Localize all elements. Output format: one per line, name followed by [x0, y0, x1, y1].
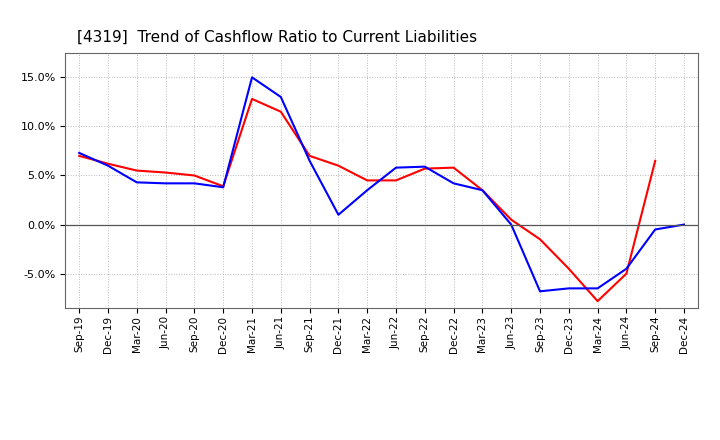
- Free CF to Current Liabilities: [449, 181, 458, 186]
- Operating CF to Current Liabilities: [363, 178, 372, 183]
- Operating CF to Current Liabilities: [449, 165, 458, 170]
- Operating CF to Current Liabilities: [564, 266, 573, 271]
- Free CF to Current Liabilities: [622, 266, 631, 271]
- Free CF to Current Liabilities: [276, 94, 285, 99]
- Line: Operating CF to Current Liabilities: Operating CF to Current Liabilities: [79, 99, 655, 301]
- Free CF to Current Liabilities: [420, 164, 429, 169]
- Operating CF to Current Liabilities: [190, 173, 199, 178]
- Operating CF to Current Liabilities: [622, 271, 631, 276]
- Line: Free CF to Current Liabilities: Free CF to Current Liabilities: [79, 77, 684, 291]
- Free CF to Current Liabilities: [651, 227, 660, 232]
- Operating CF to Current Liabilities: [507, 217, 516, 222]
- Free CF to Current Liabilities: [75, 150, 84, 156]
- Free CF to Current Liabilities: [478, 187, 487, 193]
- Free CF to Current Liabilities: [104, 163, 112, 169]
- Free CF to Current Liabilities: [536, 289, 544, 294]
- Operating CF to Current Liabilities: [104, 161, 112, 166]
- Operating CF to Current Liabilities: [132, 168, 141, 173]
- Text: [4319]  Trend of Cashflow Ratio to Current Liabilities: [4319] Trend of Cashflow Ratio to Curren…: [78, 29, 477, 45]
- Free CF to Current Liabilities: [564, 286, 573, 291]
- Operating CF to Current Liabilities: [75, 153, 84, 158]
- Operating CF to Current Liabilities: [276, 109, 285, 114]
- Free CF to Current Liabilities: [248, 75, 256, 80]
- Operating CF to Current Liabilities: [420, 166, 429, 171]
- Free CF to Current Liabilities: [392, 165, 400, 170]
- Free CF to Current Liabilities: [334, 212, 343, 217]
- Operating CF to Current Liabilities: [334, 163, 343, 169]
- Free CF to Current Liabilities: [132, 180, 141, 185]
- Free CF to Current Liabilities: [680, 222, 688, 227]
- Operating CF to Current Liabilities: [536, 237, 544, 242]
- Operating CF to Current Liabilities: [161, 170, 170, 175]
- Operating CF to Current Liabilities: [478, 187, 487, 193]
- Free CF to Current Liabilities: [219, 185, 228, 190]
- Operating CF to Current Liabilities: [248, 96, 256, 102]
- Free CF to Current Liabilities: [190, 181, 199, 186]
- Free CF to Current Liabilities: [507, 222, 516, 227]
- Operating CF to Current Liabilities: [219, 183, 228, 189]
- Operating CF to Current Liabilities: [593, 298, 602, 304]
- Free CF to Current Liabilities: [161, 181, 170, 186]
- Free CF to Current Liabilities: [305, 158, 314, 163]
- Free CF to Current Liabilities: [363, 187, 372, 193]
- Operating CF to Current Liabilities: [392, 178, 400, 183]
- Operating CF to Current Liabilities: [651, 158, 660, 163]
- Operating CF to Current Liabilities: [305, 153, 314, 158]
- Free CF to Current Liabilities: [593, 286, 602, 291]
